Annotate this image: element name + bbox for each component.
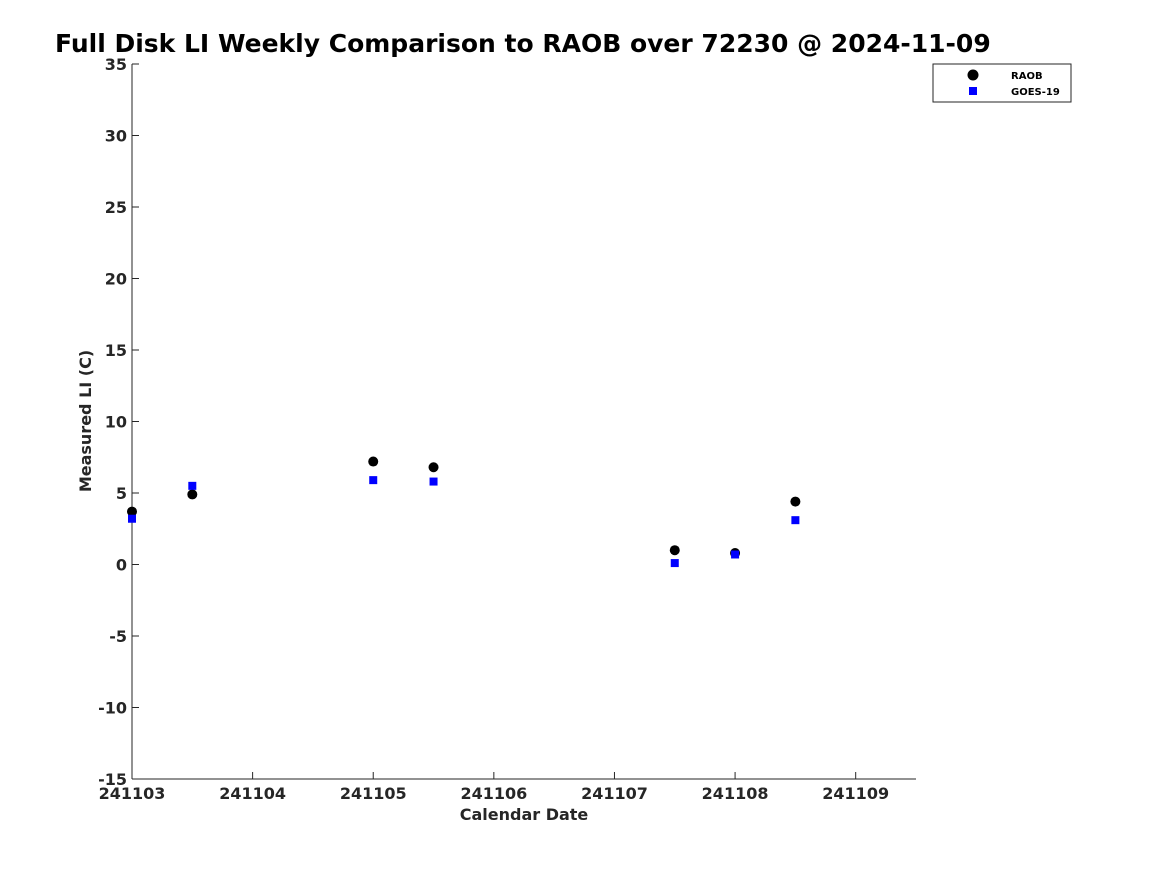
y-tick-label: -10 [98, 699, 127, 718]
raob-point [368, 456, 379, 467]
y-tick-label: 0 [116, 556, 127, 575]
y-tick-label: 35 [105, 55, 127, 74]
goes-19-point [731, 550, 740, 559]
x-axis-label: Calendar Date [460, 805, 589, 824]
goes-19-point [128, 514, 136, 523]
x-tick-label: 241104 [219, 784, 286, 803]
x-tick-label: 241108 [702, 784, 769, 803]
y-tick-label: 20 [105, 270, 127, 289]
x-tick-label: 241106 [460, 784, 527, 803]
x-tick-label: 241109 [822, 784, 889, 803]
goes-19-point [188, 481, 197, 490]
y-tick-label: 25 [105, 198, 127, 217]
legend-label-raob: RAOB [1011, 71, 1043, 82]
goes-19-point [429, 477, 438, 486]
legend-label-goes-19: GOES-19 [1011, 87, 1060, 98]
y-axis-label: Measured LI (C) [76, 350, 95, 492]
y-tick-label: -5 [109, 627, 127, 646]
legend-marker-raob [967, 69, 979, 81]
raob-point [127, 506, 137, 517]
y-tick-label: 10 [105, 413, 127, 432]
goes-19-point [369, 476, 378, 485]
chart-title: Full Disk LI Weekly Comparison to RAOB o… [55, 29, 991, 58]
y-tick-label: -15 [98, 770, 127, 789]
x-tick-label: 241105 [340, 784, 407, 803]
x-tick-label: 241107 [581, 784, 648, 803]
goes-19-point [670, 559, 679, 568]
legend: RAOB GOES-19 [932, 63, 1072, 103]
y-tick-label: 5 [116, 484, 127, 503]
raob-point [187, 489, 198, 500]
raob-point [669, 545, 680, 556]
x-tick-label: 241103 [99, 784, 166, 803]
legend-marker-goes-19 [969, 87, 977, 95]
y-ticks: 35 30 25 20 15 10 5 0 -5 -10 -15 [98, 55, 139, 789]
raob-point [790, 496, 801, 507]
plot-axes [131, 64, 916, 780]
y-tick-label: 30 [105, 127, 127, 146]
data-points [127, 456, 801, 568]
y-tick-label: 15 [105, 341, 127, 360]
legend-box [932, 63, 1072, 103]
x-ticks: 241103 241104 241105 241106 241107 241108 2411… [99, 772, 889, 803]
goes-19-point [791, 516, 800, 525]
raob-point [428, 462, 439, 473]
